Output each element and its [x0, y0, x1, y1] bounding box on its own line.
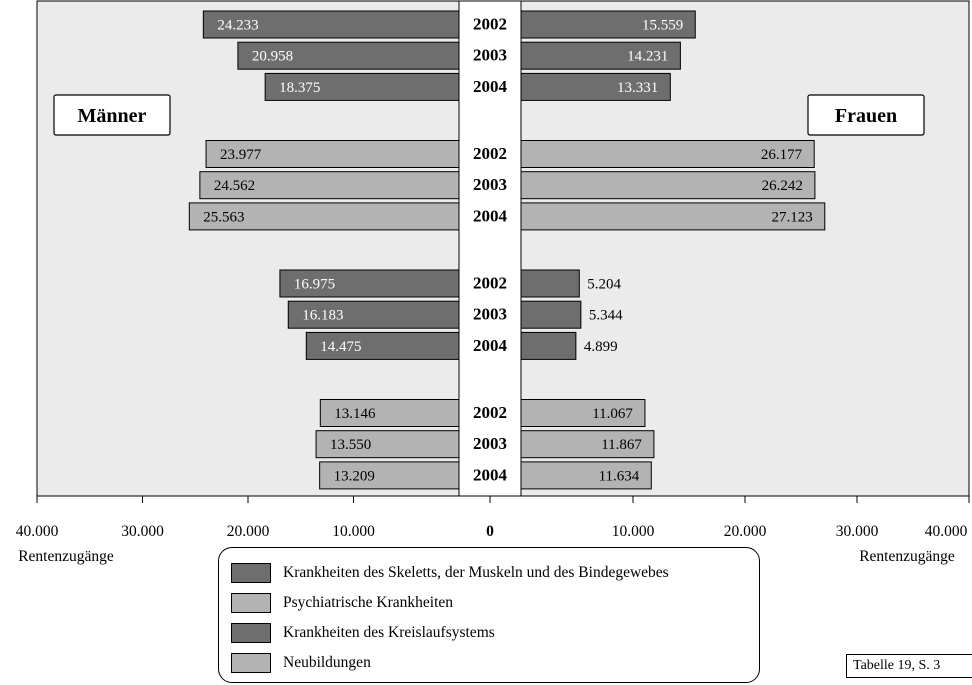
- bar-frauen: [520, 300, 582, 329]
- data-label-frauen: 26.177: [761, 147, 803, 163]
- data-label-frauen: 11.867: [601, 437, 642, 453]
- x-tick-label: 0: [486, 523, 494, 540]
- bar-maenner: [319, 399, 460, 427]
- source-note: Tabelle 19, S. 3: [846, 654, 972, 678]
- bar-maenner: [202, 10, 460, 39]
- year-label: 2002: [473, 15, 507, 34]
- year-label: 2004: [473, 336, 508, 355]
- legend-swatch-kreislauf: [231, 623, 271, 643]
- x-tick-label: 30.000: [121, 523, 164, 540]
- legend-item-neubildungen: Neubildungen: [231, 651, 371, 675]
- data-label-maenner: 18.375: [279, 80, 320, 96]
- year-label: 2004: [473, 206, 508, 225]
- x-tick-label: 10.000: [612, 523, 655, 540]
- bar-frauen: [520, 269, 580, 298]
- bar-frauen: [520, 399, 646, 427]
- legend-item-kreislauf: Krankheiten des Kreislaufsystems: [231, 621, 495, 645]
- x-tick-label: 40.000: [16, 523, 59, 540]
- bar-maenner: [315, 430, 460, 459]
- bar-frauen: [520, 171, 816, 200]
- data-label-frauen: 15.559: [642, 18, 683, 34]
- data-label-frauen: 11.067: [592, 406, 633, 422]
- data-label-maenner: 23.977: [220, 147, 262, 163]
- legend-item-psychiatrisch: Psychiatrische Krankheiten: [231, 591, 453, 615]
- bar-frauen: [520, 461, 652, 490]
- bar-frauen: [520, 331, 577, 360]
- data-label-frauen: 4.899: [584, 339, 618, 355]
- legend-label-kreislauf: Krankheiten des Kreislaufsystems: [283, 624, 495, 641]
- bar-maenner: [319, 461, 460, 490]
- data-label-maenner: 13.550: [330, 437, 371, 453]
- data-label-maenner: 25.563: [203, 209, 244, 225]
- x-tick-label: 30.000: [836, 523, 879, 540]
- bar-maenner: [264, 72, 460, 101]
- x-axis-label-right: Rentenzugänge: [859, 548, 955, 565]
- legend-swatch-neubildungen: [231, 653, 271, 673]
- data-label-maenner: 24.562: [214, 178, 255, 194]
- year-label: 2002: [473, 403, 507, 422]
- bar-maenner: [279, 269, 460, 298]
- bar-maenner: [237, 41, 460, 70]
- data-label-maenner: 16.975: [294, 277, 335, 293]
- bar-maenner: [188, 202, 460, 231]
- bars-layer: 24.233 15.559 20.958 14.231 18.375 13.331 23.9…: [188, 10, 826, 490]
- year-label: 2003: [473, 434, 507, 453]
- year-label: 2003: [473, 305, 507, 324]
- x-tick-label: 10.000: [332, 523, 375, 540]
- legend-label-skelett: Krankheiten des Skeletts, der Muskeln un…: [283, 564, 669, 581]
- data-label-maenner: 16.183: [302, 308, 343, 324]
- legend-swatch-skelett: [231, 563, 271, 583]
- data-label-maenner: 13.146: [334, 406, 376, 422]
- year-label: 2004: [473, 465, 508, 484]
- data-label-frauen: 11.634: [599, 468, 640, 484]
- year-label: 2002: [473, 274, 507, 293]
- year-label: 2003: [473, 46, 507, 65]
- data-label-frauen: 14.231: [627, 49, 668, 65]
- data-label-frauen: 13.331: [617, 80, 658, 96]
- data-label-maenner: 14.475: [320, 339, 361, 355]
- bar-maenner: [205, 140, 460, 168]
- center-column: [458, 0, 522, 497]
- data-label-frauen: 27.123: [772, 209, 813, 225]
- data-label-maenner: 20.958: [252, 49, 293, 65]
- bar-frauen: [520, 41, 681, 70]
- x-axis: 40.000 30.000 20.000 10.000 0 10.000 20.000 30.…: [16, 495, 970, 540]
- side-label-right: Frauen: [835, 105, 897, 127]
- legend: Krankheiten des Skeletts, der Muskeln un…: [218, 547, 760, 683]
- x-tick-label: 40.000: [925, 523, 968, 540]
- side-label-right-box: Frauen: [807, 94, 925, 136]
- x-tick-label: 20.000: [724, 523, 767, 540]
- x-axis-label-left: Rentenzugänge: [18, 548, 114, 565]
- data-label-frauen: 5.344: [589, 308, 623, 324]
- data-label-frauen: 5.204: [587, 277, 621, 293]
- year-label: 2002: [473, 144, 507, 163]
- year-label: 2004: [473, 77, 508, 96]
- bar-maenner: [199, 171, 460, 200]
- side-label-left-box: Männer: [53, 94, 171, 136]
- legend-swatch-psychiatrisch: [231, 593, 271, 613]
- data-label-maenner: 13.209: [334, 468, 375, 484]
- bar-frauen: [520, 430, 655, 459]
- year-label: 2003: [473, 175, 507, 194]
- x-tick-label: 20.000: [227, 523, 270, 540]
- data-label-maenner: 24.233: [217, 18, 258, 34]
- legend-label-neubildungen: Neubildungen: [283, 654, 371, 671]
- data-label-frauen: 26.242: [762, 178, 803, 194]
- bar-frauen: [520, 202, 826, 231]
- side-label-left: Männer: [78, 105, 147, 127]
- legend-label-psychiatrisch: Psychiatrische Krankheiten: [283, 594, 454, 611]
- bar-maenner: [305, 331, 460, 360]
- center-year-column: 2002 2003 2004 2002 2003 2004 2002 2003 2004 2002…: [458, 0, 522, 497]
- legend-item-skelett: Krankheiten des Skeletts, der Muskeln un…: [231, 561, 669, 585]
- bar-frauen: [520, 72, 671, 101]
